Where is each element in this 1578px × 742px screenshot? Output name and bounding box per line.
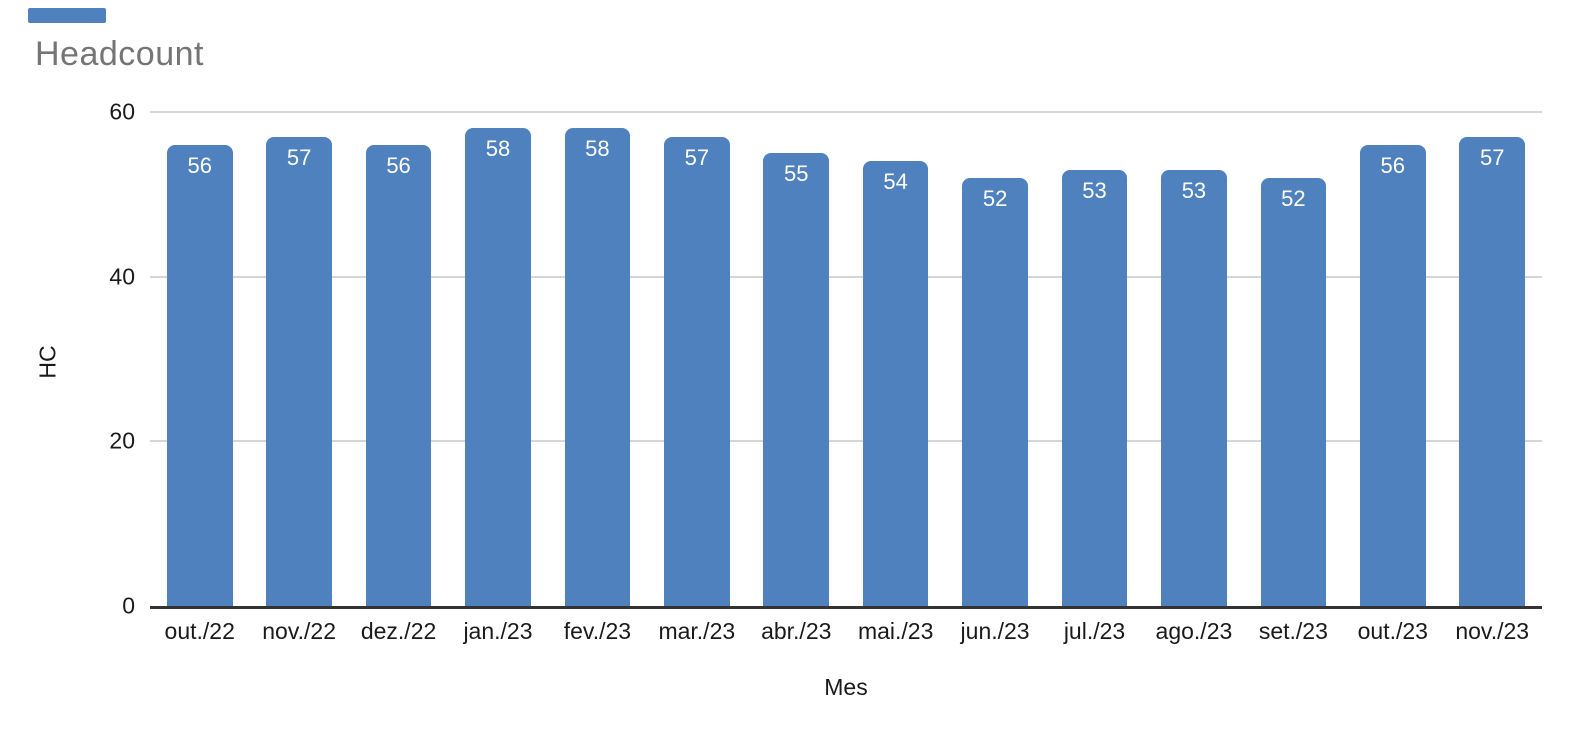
gridline	[150, 111, 1542, 113]
bar: 57	[266, 136, 332, 606]
bar-value-label: 57	[1479, 144, 1505, 170]
bar: 57	[664, 136, 730, 606]
bar-band: 52	[1244, 112, 1343, 606]
bar-band: 53	[1144, 112, 1243, 606]
y-axis-title: HC	[34, 345, 61, 379]
x-tick-label: fev./23	[563, 618, 632, 644]
bar-value-label: 54	[883, 169, 908, 195]
x-tick-label: abr./23	[761, 618, 832, 644]
x-axis-labels: out./22 nov./22 dez./22 jan./23 fev./23 mar./…	[150, 618, 1542, 645]
bar-band: 57	[249, 112, 348, 606]
bar: 53	[1161, 169, 1227, 606]
x-tick-label: mar./23	[658, 618, 736, 644]
bar-band: 56	[1343, 112, 1442, 606]
y-tick-label: 20	[109, 427, 135, 454]
bar-band: 57	[647, 112, 746, 606]
bar: 56	[365, 144, 432, 606]
x-tick-label: out./23	[1357, 618, 1428, 644]
bar: 57	[1459, 136, 1525, 606]
y-tick-label: 60	[109, 98, 135, 125]
bar: 56	[1359, 144, 1426, 606]
bar-value-label: 53	[1181, 177, 1207, 203]
bar-value-label: 56	[386, 152, 411, 178]
bar-band: 56	[150, 112, 249, 606]
bar-value-label: 56	[1380, 152, 1406, 178]
bar: 58	[465, 128, 531, 606]
bar-band: 53	[1045, 112, 1144, 606]
bar-value-label: 52	[1281, 185, 1306, 211]
x-tick-label: out./22	[164, 618, 235, 644]
bar: 58	[564, 128, 631, 606]
bar-band: 54	[846, 112, 945, 606]
x-tick-label: nov./22	[262, 618, 336, 644]
plot-area: 56 57 56 58 58 57 55 54 52 53 53 52 56 57	[150, 111, 1542, 609]
blue-corner-fragment	[28, 8, 106, 23]
bar-band: 55	[747, 112, 846, 606]
bar: 52	[1260, 177, 1327, 606]
y-tick-label: 0	[122, 592, 135, 619]
gridline	[150, 275, 1542, 278]
gridline	[150, 440, 1542, 443]
bar: 53	[1061, 169, 1128, 606]
bars-container: 56 57 56 58 58 57 55 54 52 53 53 52 56 57	[150, 112, 1542, 606]
y-tick-label: 40	[109, 263, 135, 290]
bar-band: 58	[448, 112, 547, 606]
bar-band: 52	[945, 112, 1044, 606]
x-tick-label: jul./23	[1063, 618, 1126, 644]
x-tick-label: set./23	[1258, 618, 1328, 644]
bar-value-label: 57	[286, 144, 312, 170]
bar-value-label: 57	[684, 144, 710, 170]
bar-band: 58	[548, 112, 647, 606]
bar-value-label: 52	[982, 185, 1008, 211]
bar-value-label: 58	[585, 136, 610, 162]
bar: 56	[166, 144, 233, 606]
bar: 52	[962, 177, 1028, 606]
bar-value-label: 55	[784, 161, 809, 187]
x-axis-title: Mes	[824, 674, 868, 700]
x-tick-label: nov./23	[1455, 618, 1530, 644]
x-tick-label: dez./22	[360, 618, 437, 644]
bar-value-label: 53	[1082, 177, 1107, 203]
bar-value-label: 58	[485, 136, 511, 162]
x-tick-label: mai./23	[857, 618, 934, 644]
x-tick-label: jun./23	[960, 618, 1030, 644]
x-tick-label: ago./23	[1155, 618, 1233, 644]
bar-band: 57	[1442, 112, 1541, 606]
bar-value-label: 56	[187, 152, 212, 178]
bar: 54	[862, 161, 929, 606]
bar: 55	[763, 153, 830, 606]
x-tick-label: jan./23	[463, 618, 533, 644]
chart-title: Headcount	[35, 35, 204, 73]
bar-band: 56	[349, 112, 448, 606]
